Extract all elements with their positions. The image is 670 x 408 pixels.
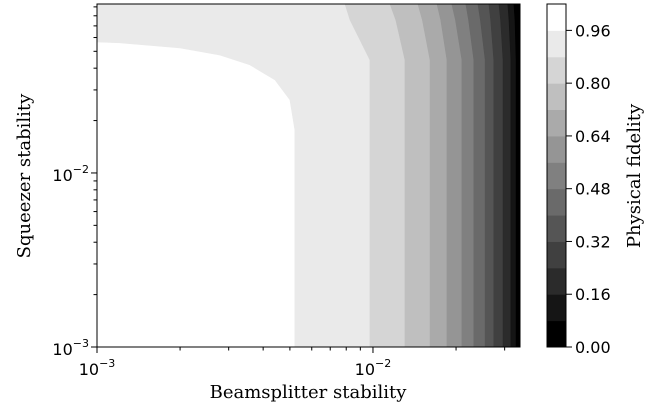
colorbar-label: Physical fidelity [624, 103, 645, 248]
colorbar-band [547, 4, 566, 31]
tick-exponent: −2 [73, 163, 89, 176]
colorbar-band [547, 188, 566, 216]
colorbar-tick-label: 0.48 [575, 180, 611, 199]
colorbar-band [547, 83, 566, 111]
tick-base: 10 [52, 166, 72, 185]
tick-base: 10 [355, 360, 375, 379]
colorbar-tick-label: 0.00 [575, 338, 611, 357]
colorbar-band [547, 215, 566, 242]
colorbar-band [547, 162, 566, 190]
colorbar-band [547, 30, 566, 58]
colorbar-tick-label: 0.80 [575, 74, 611, 93]
y-axis-label: Squeezer stability [14, 93, 35, 258]
colorbar-tick-label: 0.96 [575, 21, 611, 40]
tick-label: 10−3 [52, 337, 89, 359]
colorbar-band [547, 320, 566, 348]
plot-frame [96, 3, 521, 348]
tick-exponent: −3 [73, 337, 89, 350]
colorbar-tick-label: 0.64 [575, 127, 611, 146]
tick-exponent: −2 [375, 357, 391, 370]
colorbar-band [547, 241, 566, 269]
colorbar-band [547, 135, 566, 163]
colorbar-band [547, 56, 566, 84]
colorbar-band [547, 109, 566, 137]
colorbar-frame [546, 3, 567, 348]
colorbar-band [547, 294, 566, 322]
colorbar-tick-label: 0.16 [575, 285, 611, 304]
tick-label: 10−2 [355, 357, 392, 379]
tick-base: 10 [79, 360, 99, 379]
colorbar-band [547, 267, 566, 295]
tick-base: 10 [52, 340, 72, 359]
tick-exponent: −3 [99, 357, 115, 370]
colorbar-tick-label: 0.32 [575, 232, 611, 251]
tick-label: 10−2 [52, 163, 89, 185]
x-axis-label: Beamsplitter stability [210, 382, 408, 403]
tick-label: 10−3 [79, 357, 116, 379]
plot-area [96, 3, 521, 348]
